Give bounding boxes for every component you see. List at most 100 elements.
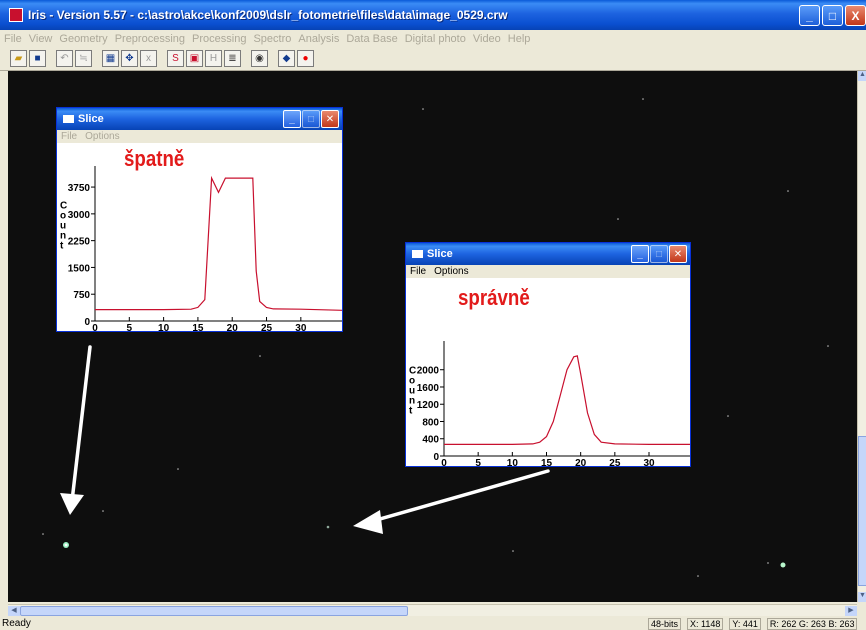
menu-help[interactable]: Help bbox=[507, 32, 531, 45]
horizontal-scroll-thumb[interactable] bbox=[20, 606, 408, 616]
x-tick-label: 5 bbox=[127, 323, 133, 331]
window-title: Iris - Version 5.57 - c:\astro\akce\konf… bbox=[28, 8, 508, 22]
arrow-to-center-star bbox=[371, 469, 550, 523]
svg-text:o: o bbox=[60, 211, 66, 222]
slice-title-bar: Slice _ □ ✕ bbox=[57, 108, 342, 130]
spiral-icon[interactable]: S bbox=[167, 50, 184, 67]
maximize-icon[interactable]: □ bbox=[650, 245, 668, 263]
x-tick-label: 25 bbox=[609, 458, 621, 466]
svg-text:u: u bbox=[409, 386, 415, 397]
star-right bbox=[780, 562, 786, 568]
minimize-icon[interactable]: _ bbox=[631, 245, 649, 263]
slice-title: Slice bbox=[78, 113, 104, 125]
record-icon[interactable]: ● bbox=[297, 50, 314, 67]
y-tick-label: 400 bbox=[422, 435, 439, 446]
menu-geometry[interactable]: Geometry bbox=[59, 32, 108, 45]
slice-window-bad: Slice _ □ ✕ File Options 0 750 1500 2250 300… bbox=[56, 107, 343, 332]
menu-digital-photo[interactable]: Digital photo bbox=[404, 32, 466, 45]
slice-menu-file[interactable]: File bbox=[61, 131, 78, 142]
close-icon[interactable]: ✕ bbox=[321, 110, 339, 128]
close-button[interactable]: X bbox=[845, 5, 866, 26]
slice-menu: File Options bbox=[406, 265, 690, 278]
camera-icon[interactable]: ◉ bbox=[251, 50, 268, 67]
scroll-down-icon[interactable]: ▼ bbox=[858, 592, 866, 602]
y-tick-label: 800 bbox=[422, 417, 439, 428]
menu-preprocessing[interactable]: Preprocessing bbox=[114, 32, 186, 45]
x-tick-label: 10 bbox=[158, 323, 170, 331]
y-tick-label: 3000 bbox=[68, 210, 91, 221]
status-x: X: 1148 bbox=[687, 617, 724, 630]
minimize-button[interactable]: _ bbox=[799, 5, 820, 26]
annotation-good: správně bbox=[458, 285, 530, 310]
menu-spectro[interactable]: Spectro bbox=[253, 32, 292, 45]
zoom-x1-icon[interactable]: x bbox=[140, 50, 157, 67]
slice-menu-options[interactable]: Options bbox=[434, 266, 469, 277]
svg-text:o: o bbox=[409, 376, 415, 387]
scroll-left-icon[interactable]: ◀ bbox=[8, 606, 20, 616]
menu-bar: File View Geometry Preprocessing Process… bbox=[0, 30, 866, 47]
x-tick-label: 0 bbox=[92, 323, 98, 331]
x-tick-label: 20 bbox=[575, 458, 587, 466]
move-icon[interactable]: ✥ bbox=[121, 50, 138, 67]
menu-video[interactable]: Video bbox=[472, 32, 501, 45]
vertical-scrollbar[interactable]: ▲ ▼ bbox=[857, 71, 866, 602]
svg-text:u: u bbox=[60, 221, 66, 232]
menu-file[interactable]: File bbox=[4, 32, 22, 45]
window-icon bbox=[63, 115, 74, 123]
app-icon bbox=[9, 8, 23, 22]
y-tick-label: 1600 bbox=[417, 383, 440, 394]
x-tick-label: 5 bbox=[475, 458, 481, 466]
menu-database[interactable]: Data Base bbox=[346, 32, 398, 45]
menu-processing[interactable]: Processing bbox=[192, 32, 247, 45]
histogram-icon[interactable]: H bbox=[205, 50, 222, 67]
annotation-bad: špatně bbox=[124, 146, 185, 171]
slice-title-bar: Slice _ □ ✕ bbox=[406, 243, 690, 265]
svg-text:t: t bbox=[60, 241, 64, 252]
menu-analysis[interactable]: Analysis bbox=[298, 32, 340, 45]
scroll-right-icon[interactable]: ▶ bbox=[845, 606, 857, 616]
slice-menu-options[interactable]: Options bbox=[85, 131, 120, 142]
slice-chart-good: 0400800120016002000051015202530PixelCoun… bbox=[409, 341, 690, 466]
svg-text:C: C bbox=[60, 201, 67, 212]
svg-text:C: C bbox=[409, 366, 416, 377]
vertical-scroll-thumb[interactable] bbox=[858, 436, 866, 586]
slice-window-good: Slice _ □ ✕ File Options 0 400 800 1200 1600… bbox=[405, 242, 691, 467]
menu-view[interactable]: View bbox=[28, 32, 53, 45]
title-bar: Iris - Version 5.57 - c:\astro\akce\konf… bbox=[0, 0, 866, 30]
slice-menu-file[interactable]: File bbox=[410, 266, 427, 277]
arrow-to-left-star bbox=[70, 345, 92, 503]
palette-icon[interactable]: ▣ bbox=[186, 50, 203, 67]
star-center bbox=[326, 525, 330, 529]
y-tick-label: 2000 bbox=[417, 366, 440, 377]
target-icon[interactable]: ◆ bbox=[278, 50, 295, 67]
y-tick-label: 0 bbox=[433, 452, 439, 463]
threshold-icon[interactable]: ≒ bbox=[75, 50, 92, 67]
x-tick-label: 15 bbox=[541, 458, 553, 466]
horizontal-scrollbar[interactable]: ◀ ▶ bbox=[8, 604, 857, 616]
minimize-icon[interactable]: _ bbox=[283, 110, 301, 128]
close-icon[interactable]: ✕ bbox=[669, 245, 687, 263]
save-icon[interactable]: ■ bbox=[29, 50, 46, 67]
y-tick-label: 2250 bbox=[68, 237, 91, 248]
x-tick-label: 25 bbox=[261, 323, 273, 331]
x-tick-label: 10 bbox=[507, 458, 519, 466]
status-y: Y: 441 bbox=[729, 617, 761, 630]
star-field bbox=[42, 98, 829, 577]
maximize-button[interactable]: □ bbox=[822, 5, 843, 26]
slice-menu: File Options bbox=[57, 130, 342, 143]
undo-icon[interactable]: ↶ bbox=[56, 50, 73, 67]
status-rgb: R: 262 G: 263 B: 263 bbox=[766, 617, 858, 630]
y-tick-label: 0 bbox=[84, 317, 90, 328]
svg-text:t: t bbox=[409, 406, 413, 417]
window-controls: _ □ X bbox=[799, 5, 866, 26]
open-folder-icon[interactable]: ▰ bbox=[10, 50, 27, 67]
scroll-up-icon[interactable]: ▲ bbox=[858, 71, 866, 81]
toolbar: ▰ ■ ↶ ≒ ▦ ✥ x S ▣ H ≣ ◉ ◆ ● bbox=[0, 47, 866, 71]
maximize-icon[interactable]: □ bbox=[302, 110, 320, 128]
list-icon[interactable]: ≣ bbox=[224, 50, 241, 67]
grid-icon[interactable]: ▦ bbox=[102, 50, 119, 67]
y-tick-label: 1200 bbox=[417, 400, 440, 411]
x-tick-label: 0 bbox=[441, 458, 447, 466]
